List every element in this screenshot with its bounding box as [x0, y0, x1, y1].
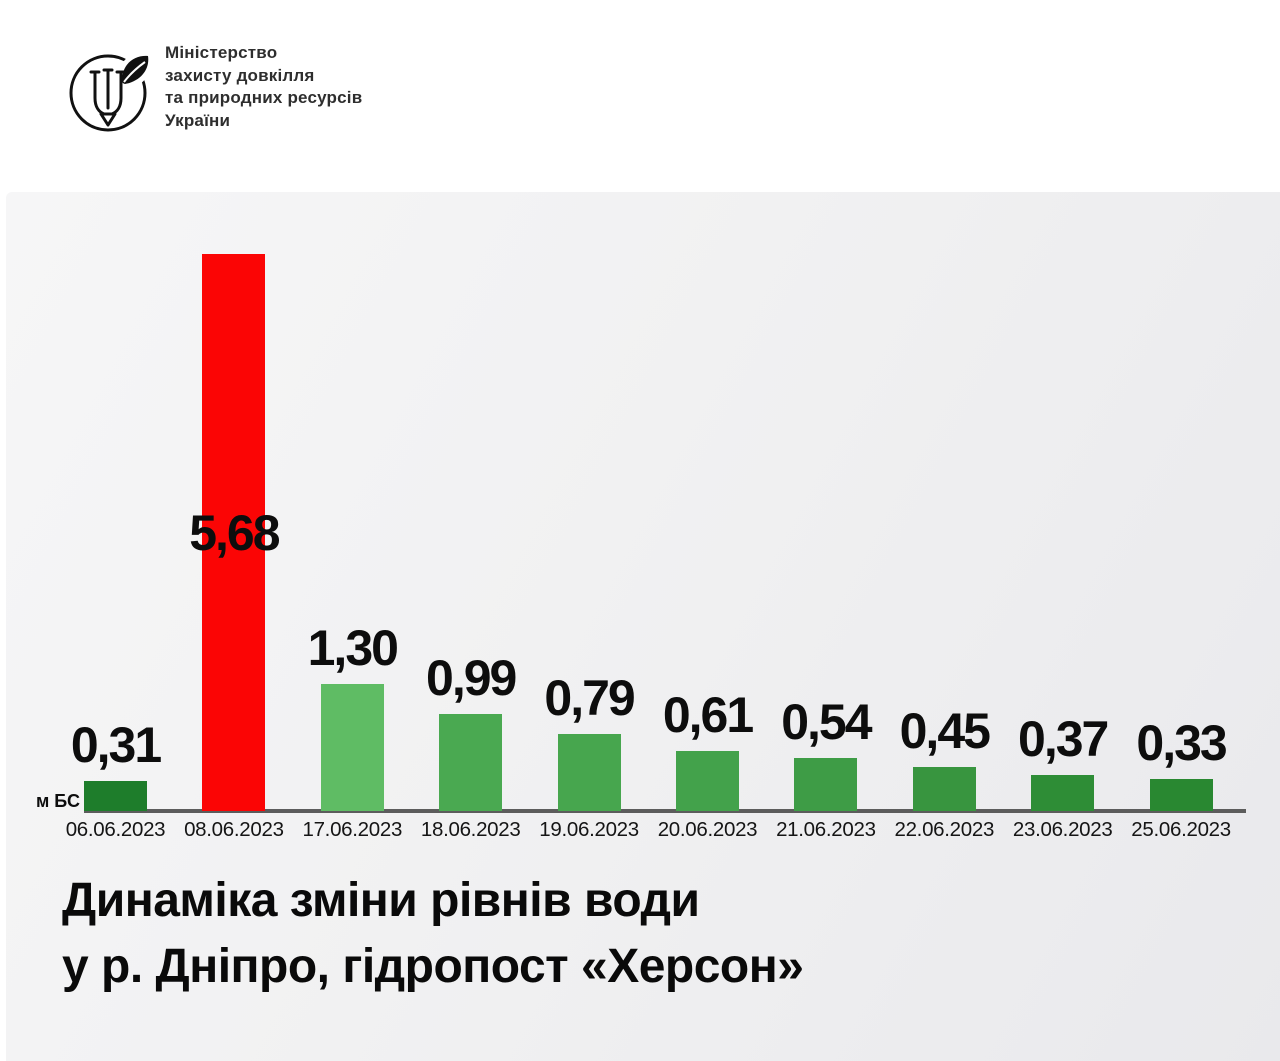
ministry-name-line: та природних ресурсів	[165, 88, 363, 107]
x-tick-label-18.06.2023: 18.06.2023	[420, 818, 521, 841]
bar-value-label-18.06.2023: 0,99	[426, 650, 517, 706]
bar-value-label-08.06.2023: 5,68	[189, 504, 280, 561]
bar-21.06.2023	[794, 758, 858, 811]
ministry-logo	[69, 50, 154, 132]
x-tick-label-20.06.2023: 20.06.2023	[657, 818, 758, 841]
x-axis-line	[84, 809, 1246, 813]
x-tick-label-08.06.2023: 08.06.2023	[184, 818, 284, 841]
logo-circle	[69, 54, 147, 132]
header: Міністерство захисту довкілля та природн…	[0, 0, 1280, 192]
bar-17.06.2023	[320, 684, 384, 811]
bar-23.06.2023	[1031, 775, 1095, 811]
x-tick-label-19.06.2023: 19.06.2023	[539, 818, 639, 841]
bar-25.06.2023	[1149, 779, 1213, 811]
trident-icon	[89, 68, 127, 127]
bar-value-label-23.06.2023: 0,37	[1018, 711, 1109, 767]
bar-19.06.2023	[557, 734, 621, 811]
x-tick-label-06.06.2023: 06.06.2023	[65, 818, 166, 841]
bar-value-label-17.06.2023: 1,30	[307, 620, 399, 676]
bar-value-label-22.06.2023: 0,45	[899, 703, 991, 759]
ministry-name: Міністерство захисту довкілля та природн…	[165, 42, 362, 132]
x-tick-label-25.06.2023: 25.06.2023	[1131, 818, 1231, 841]
y-axis-unit-label: м БС	[35, 791, 80, 811]
bar-18.06.2023	[439, 714, 503, 811]
x-tick-label-22.06.2023: 22.06.2023	[894, 818, 995, 841]
x-tick-label-21.06.2023: 21.06.2023	[776, 818, 876, 841]
bar-08.06.2023	[202, 254, 266, 811]
bar-value-label-25.06.2023: 0,33	[1136, 715, 1227, 771]
bar-value-label-21.06.2023: 0,54	[781, 694, 872, 750]
ministry-name-line: захисту довкілля	[165, 65, 315, 85]
bar-22.06.2023	[912, 767, 976, 811]
chart-title: Динаміка зміни рівнів води у р. Дніпро, …	[62, 868, 804, 1000]
ministry-name-line: Міністерство	[165, 43, 278, 62]
x-tick-label-17.06.2023: 17.06.2023	[302, 818, 403, 841]
bar-value-label-20.06.2023: 0,61	[662, 687, 754, 743]
bar-value-label-19.06.2023: 0,79	[544, 670, 635, 726]
bar-value-label-06.06.2023: 0,31	[70, 717, 162, 773]
x-tick-label-23.06.2023: 23.06.2023	[1012, 818, 1113, 841]
chart-title-line1: Динаміка зміни рівнів води	[62, 874, 700, 927]
bar-20.06.2023	[676, 751, 739, 811]
bar-06.06.2023	[84, 781, 147, 811]
ministry-name-line: України	[165, 110, 231, 130]
chart-title-line2: у р. Дніпро, гідропост «Херсон»	[62, 940, 804, 993]
